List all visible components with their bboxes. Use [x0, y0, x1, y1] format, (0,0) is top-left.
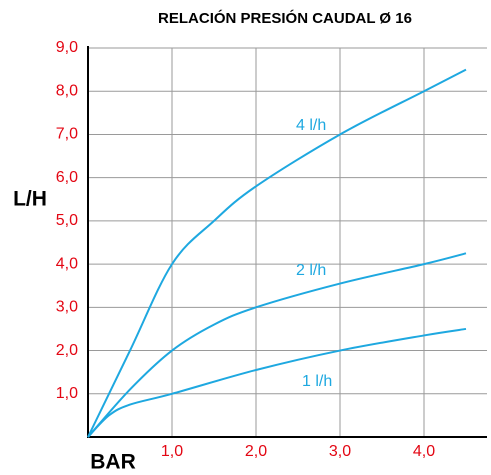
line-series	[87, 252, 467, 438]
x-tick-label: 1,0	[161, 443, 183, 460]
line-series	[87, 68, 467, 438]
y-tick-label: 6,0	[56, 169, 78, 186]
x-axis-label: BAR	[90, 451, 136, 474]
series-label: 2 l/h	[296, 262, 326, 279]
x-tick-label: 2,0	[245, 443, 267, 460]
chart-title: RELACIÓN PRESIÓN CAUDAL Ø 16	[158, 9, 412, 27]
y-tick-label: 7,0	[56, 126, 78, 143]
x-tick-label: 4,0	[413, 443, 435, 460]
y-tick-label: 2,0	[56, 342, 78, 359]
y-axis-label: L/H	[13, 188, 47, 211]
y-tick-label: 1,0	[56, 385, 78, 402]
y-tick-label: 8,0	[56, 82, 78, 99]
y-tick-label: 9,0	[56, 39, 78, 56]
line-series	[87, 327, 467, 438]
series-label: 4 l/h	[296, 117, 326, 134]
x-tick-label: 3,0	[329, 443, 351, 460]
y-tick-label: 4,0	[56, 255, 78, 272]
y-tick-label: 5,0	[56, 212, 78, 229]
series-label: 1 l/h	[302, 373, 332, 390]
y-tick-label: 3,0	[56, 299, 78, 316]
